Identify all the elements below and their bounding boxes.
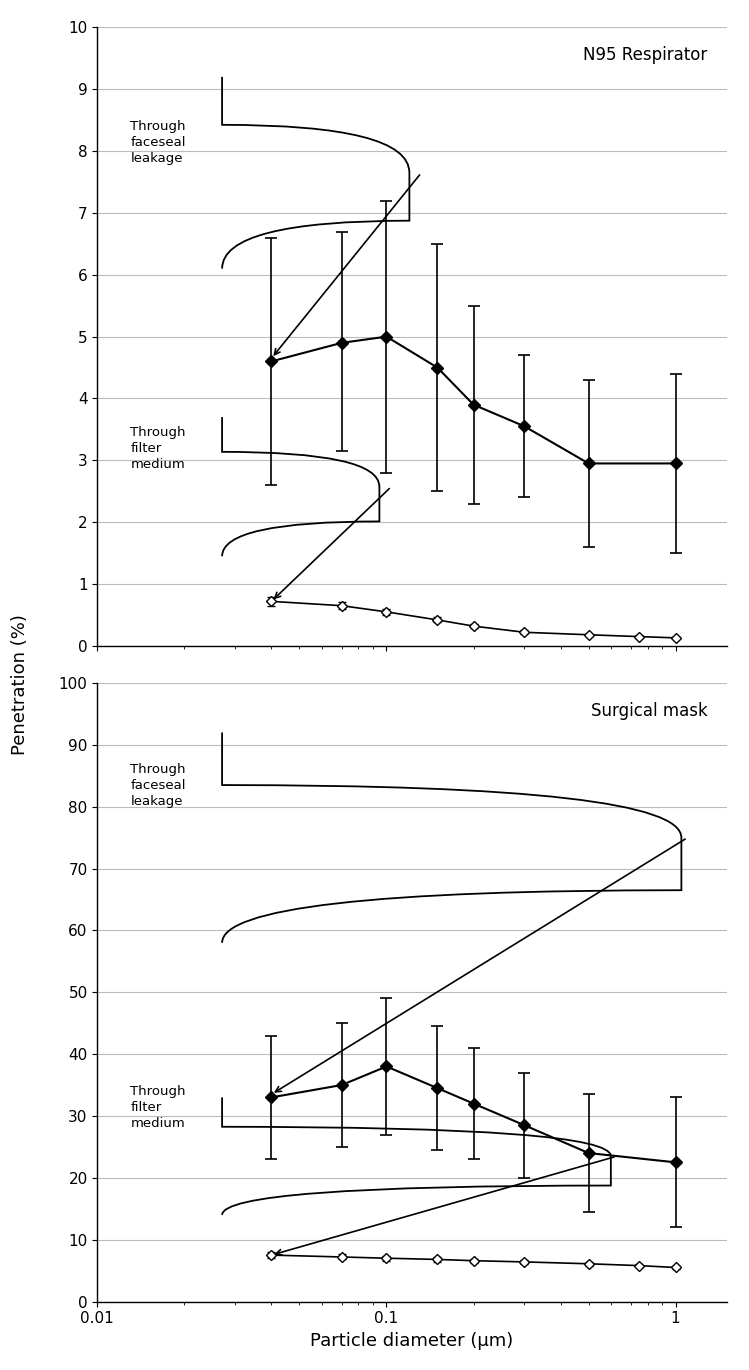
Text: Penetration (%): Penetration (%) — [11, 615, 29, 755]
Text: N95 Respirator: N95 Respirator — [583, 47, 708, 64]
Text: Through
faceseal
leakage: Through faceseal leakage — [130, 121, 186, 166]
Text: Through
filter
medium: Through filter medium — [130, 426, 186, 471]
Text: Surgical mask: Surgical mask — [591, 701, 708, 719]
Text: Through
filter
medium: Through filter medium — [130, 1085, 186, 1130]
X-axis label: Particle diameter (μm): Particle diameter (μm) — [310, 1332, 514, 1349]
Text: Through
faceseal
leakage: Through faceseal leakage — [130, 763, 186, 808]
